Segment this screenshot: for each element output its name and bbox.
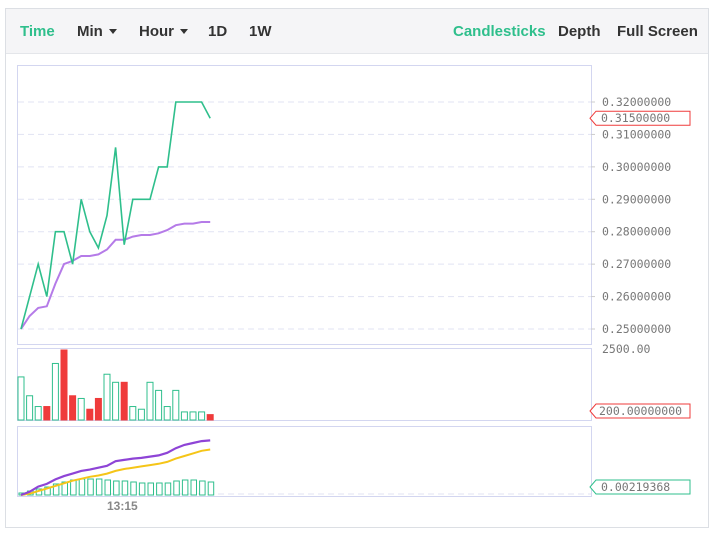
min-dropdown-label: Min bbox=[77, 23, 103, 40]
indicator-bar bbox=[156, 482, 163, 496]
min-dropdown[interactable]: Min bbox=[77, 9, 117, 53]
indicator-bar bbox=[207, 481, 215, 496]
indicator-bar bbox=[173, 480, 180, 496]
indicator-pane bbox=[17, 426, 592, 497]
price-tick-label: 0.25000000 bbox=[602, 322, 671, 336]
volume-bar-up bbox=[163, 406, 171, 421]
current-price-value: 0.31500000 bbox=[601, 111, 670, 125]
volume-bar-up bbox=[146, 381, 154, 421]
volume-bar-up bbox=[77, 397, 85, 421]
chevron-down-icon bbox=[180, 28, 188, 34]
moving-average-line bbox=[20, 221, 211, 330]
chevron-down-icon bbox=[108, 28, 117, 34]
volume-tick-label: 2500.00 bbox=[602, 342, 651, 356]
depth-tab[interactable]: Depth bbox=[558, 23, 601, 40]
price-tick-label: 0.27000000 bbox=[602, 257, 671, 271]
indicator-plot bbox=[18, 439, 215, 497]
volume-bar-down bbox=[120, 381, 128, 421]
indicator-bar bbox=[52, 483, 60, 496]
volume-bar-up bbox=[17, 376, 25, 421]
volume-bar-up bbox=[112, 381, 120, 421]
candlesticks-tab[interactable]: Candlesticks bbox=[453, 23, 546, 40]
hour-dropdown[interactable]: Hour bbox=[139, 9, 188, 53]
interval-1d-tab[interactable]: 1D bbox=[208, 23, 228, 40]
volume-bar-up bbox=[137, 408, 145, 421]
price-tick-label: 0.26000000 bbox=[602, 290, 671, 304]
current-volume-tag bbox=[589, 403, 691, 419]
indicator-bar bbox=[190, 479, 197, 496]
volume-bar-up bbox=[103, 373, 111, 421]
indicator-bar bbox=[61, 481, 68, 496]
volume-bar-up bbox=[34, 406, 42, 421]
volume-bar-down bbox=[206, 414, 214, 421]
current-volume-value: 200.00000000 bbox=[599, 404, 682, 418]
current-value-tags: 0.31500000 200.00000000 0.00219368 bbox=[589, 110, 691, 495]
volume-bar-down bbox=[94, 397, 102, 421]
price-line bbox=[20, 101, 211, 330]
volume-bar-down bbox=[69, 395, 77, 421]
volume-bar-up bbox=[155, 389, 163, 421]
volume-bar-down bbox=[60, 349, 68, 421]
price-tick-label: 0.29000000 bbox=[602, 192, 671, 206]
hour-dropdown-label: Hour bbox=[139, 23, 174, 40]
indicator-bar bbox=[70, 479, 77, 496]
indicator-bar bbox=[138, 482, 146, 496]
indicator-bar bbox=[104, 479, 111, 496]
indicator-bar bbox=[113, 480, 120, 496]
volume-bar-up bbox=[51, 362, 59, 421]
price-tick-label: 0.28000000 bbox=[602, 225, 671, 239]
volume-bar-up bbox=[26, 395, 34, 421]
price-lines bbox=[20, 101, 211, 330]
indicator-bar bbox=[199, 480, 206, 496]
indicator-bar bbox=[95, 478, 103, 496]
price-tick-label: 0.32000000 bbox=[602, 95, 671, 109]
indicator-bar bbox=[121, 480, 129, 496]
interval-1w-tab[interactable]: 1W bbox=[249, 23, 272, 40]
indicator-bar bbox=[164, 482, 172, 496]
volume-bar-down bbox=[43, 406, 51, 421]
indicator-bar bbox=[130, 481, 137, 496]
x-axis-time-label: 13:15 bbox=[107, 499, 138, 513]
volume-bar-down bbox=[86, 408, 94, 421]
indicator-bar bbox=[147, 482, 154, 496]
indicator-signal-line bbox=[20, 448, 211, 496]
volume-bar-up bbox=[129, 406, 137, 421]
current-indicator-tag bbox=[589, 479, 691, 495]
volume-bar-up bbox=[180, 411, 188, 421]
price-tick-label: 0.30000000 bbox=[602, 160, 671, 174]
volume-bar-up bbox=[198, 411, 206, 421]
volume-bar-up bbox=[172, 389, 180, 421]
price-pane bbox=[17, 65, 592, 345]
indicator-bar bbox=[44, 486, 51, 496]
chart-toolbar: Time Min Hour 1D 1W Candlesticks Depth F… bbox=[6, 9, 708, 54]
indicator-bar bbox=[181, 479, 189, 496]
volume-bar-up bbox=[189, 411, 197, 421]
price-tick-label: 0.31000000 bbox=[602, 127, 671, 141]
indicator-bar bbox=[78, 478, 86, 496]
indicator-main-line bbox=[20, 439, 211, 497]
current-price-tag bbox=[589, 110, 691, 126]
fullscreen-button[interactable]: Full Screen bbox=[617, 23, 698, 40]
volume-bars bbox=[17, 349, 214, 421]
current-indicator-value: 0.00219368 bbox=[601, 480, 670, 494]
indicator-bar bbox=[87, 478, 94, 496]
time-tab[interactable]: Time bbox=[20, 23, 55, 40]
y-axis-labels: 0.32000000 0.31000000 0.30000000 0.29000000… bbox=[107, 95, 671, 513]
